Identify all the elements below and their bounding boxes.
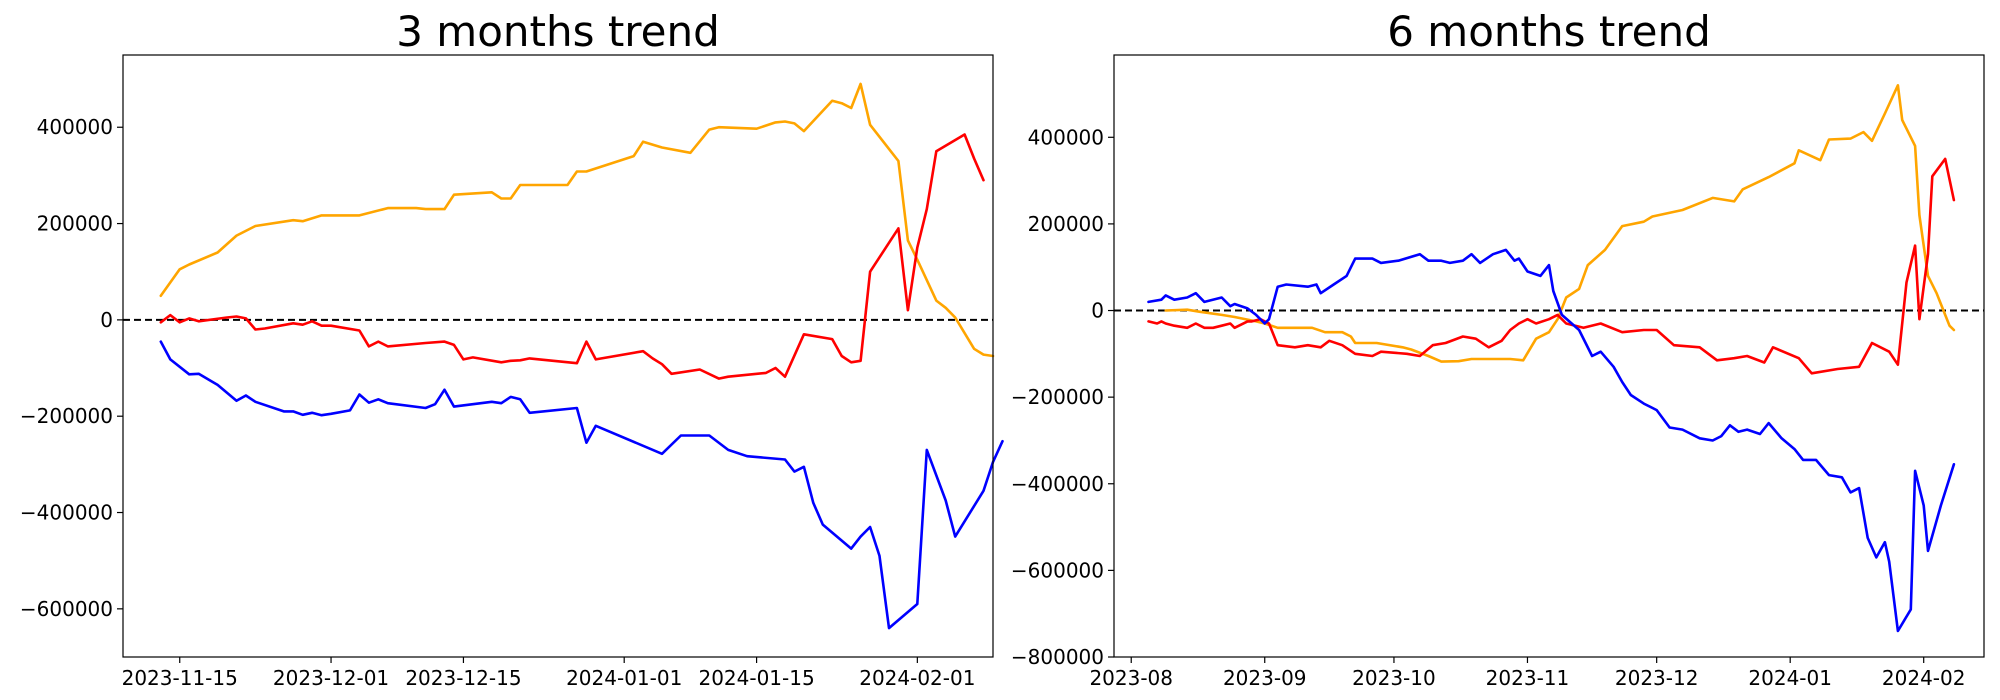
x-tick-label: 2023-11 bbox=[1486, 666, 1570, 690]
x-tick-label: 2023-12 bbox=[1615, 666, 1699, 690]
x-tick-label: 2023-12-15 bbox=[405, 666, 521, 690]
y-tick-label: 400000 bbox=[1028, 125, 1104, 149]
x-tick-label: 2024-01 bbox=[1748, 666, 1832, 690]
x-tick-label: 2023-08 bbox=[1089, 666, 1173, 690]
y-tick-label: −600000 bbox=[1011, 558, 1104, 582]
series-line-2 bbox=[159, 133, 985, 380]
x-tick-label: 2024-01-15 bbox=[698, 666, 814, 690]
y-tick-label: −200000 bbox=[1011, 385, 1104, 409]
y-tick-label: −400000 bbox=[20, 501, 113, 525]
x-tick-label: 2023-12-01 bbox=[273, 666, 389, 690]
x-tick-label: 2024-02-01 bbox=[859, 666, 975, 690]
y-tick-label: 0 bbox=[1091, 299, 1104, 323]
chart-title: 3 months trend bbox=[396, 7, 720, 56]
chart-title: 6 months trend bbox=[1387, 7, 1711, 56]
y-tick-label: 200000 bbox=[1028, 212, 1104, 236]
chart-3-months: 3 months trend 2023-11-15 2023-12-01 2023-… bbox=[20, 7, 1004, 690]
x-tick-label: 2024-02 bbox=[1882, 666, 1966, 690]
series-line-3 bbox=[159, 340, 1004, 630]
x-tick-label: 2024-01-01 bbox=[566, 666, 682, 690]
plot-area bbox=[122, 54, 994, 658]
y-tick-label: 0 bbox=[100, 308, 113, 332]
y-tick-label: −200000 bbox=[20, 404, 113, 428]
y-tick-label: 400000 bbox=[37, 115, 113, 139]
series-line-2 bbox=[1147, 157, 1956, 375]
chart-6-months: 6 months trend 2023-08 2023-09 2023-10 2023… bbox=[1011, 7, 1985, 690]
x-tick-label: 2023-11-15 bbox=[122, 666, 238, 690]
y-tick-label: 200000 bbox=[37, 212, 113, 236]
plot-area bbox=[1113, 54, 1985, 658]
x-tick-label: 2023-10 bbox=[1352, 666, 1436, 690]
y-tick-label: −400000 bbox=[1011, 472, 1104, 496]
x-tick-label: 2023-09 bbox=[1223, 666, 1307, 690]
y-tick-label: −600000 bbox=[20, 597, 113, 621]
y-tick-label: −800000 bbox=[1011, 645, 1104, 669]
series-line-3 bbox=[1147, 248, 1956, 633]
series-line-1 bbox=[1164, 84, 1956, 363]
series-line-1 bbox=[159, 82, 995, 358]
